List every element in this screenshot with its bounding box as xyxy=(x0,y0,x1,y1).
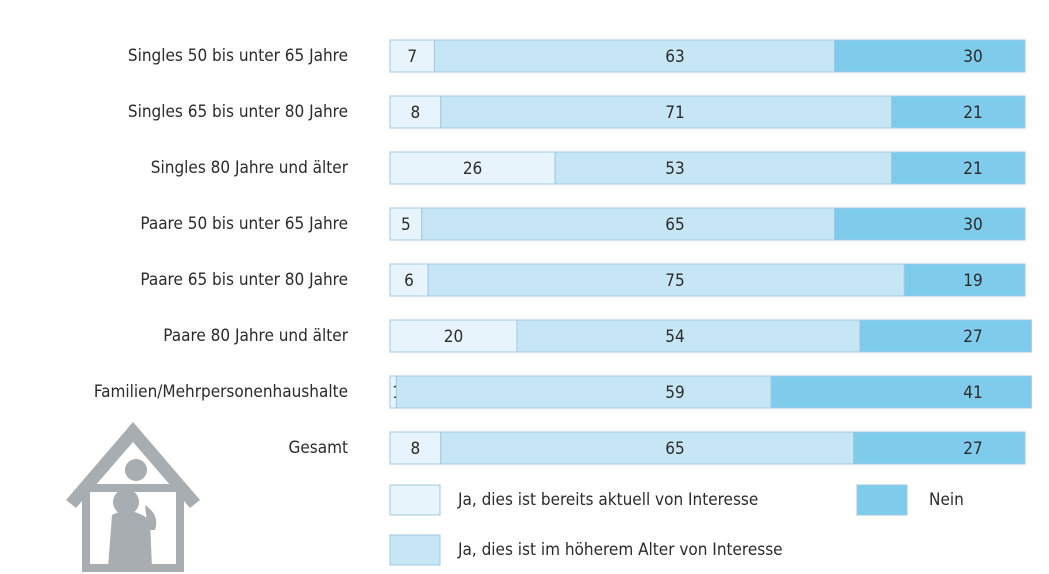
data-label: 21 xyxy=(963,103,982,123)
data-label: 30 xyxy=(963,215,982,235)
category-label: Singles 65 bis unter 80 Jahre xyxy=(128,102,348,122)
data-label: 7 xyxy=(407,47,417,67)
bar-segment xyxy=(421,207,835,241)
data-label: 65 xyxy=(665,215,684,235)
data-label: 54 xyxy=(665,327,684,347)
bar-segment xyxy=(389,39,435,73)
bar-segment xyxy=(554,151,893,185)
bar-segment xyxy=(433,39,835,73)
data-label: 71 xyxy=(665,103,684,123)
data-label: 21 xyxy=(963,159,982,179)
bar-segment xyxy=(891,95,1026,129)
data-label: 41 xyxy=(963,383,982,403)
bar-segment xyxy=(834,39,1026,73)
data-label: 53 xyxy=(665,159,684,179)
legend-swatch xyxy=(389,534,441,566)
bar-segment xyxy=(395,375,772,409)
data-label: 27 xyxy=(963,327,982,347)
legend-label: Ja, dies ist bereits aktuell von Interes… xyxy=(457,490,758,510)
legend-label: Nein xyxy=(929,490,964,510)
bar-segment xyxy=(859,319,1032,353)
category-label: Singles 50 bis unter 65 Jahre xyxy=(128,46,348,66)
data-label: 8 xyxy=(411,103,421,123)
bar-segment xyxy=(389,207,423,241)
bar-segment xyxy=(389,319,518,353)
bar-segment xyxy=(834,207,1026,241)
legend-swatch xyxy=(856,484,908,516)
data-label: 20 xyxy=(444,327,463,347)
bar-segment xyxy=(389,263,429,297)
data-label: 26 xyxy=(463,159,482,179)
bar-segment xyxy=(516,319,861,353)
legend-label: Ja, dies ist im höherem Alter von Intere… xyxy=(457,540,783,560)
house-icon xyxy=(66,422,200,572)
data-label: 8 xyxy=(411,439,421,459)
bar-segment xyxy=(770,375,1032,409)
category-label: Paare 50 bis unter 65 Jahre xyxy=(140,214,348,234)
category-label: Familien/Mehrpersonenhaushalte xyxy=(94,382,348,402)
bar-segment xyxy=(440,431,855,465)
bar-segment xyxy=(891,151,1026,185)
data-label: 59 xyxy=(665,383,684,403)
data-label: 19 xyxy=(963,271,982,291)
data-label: 30 xyxy=(963,47,982,67)
category-label: Singles 80 Jahre und älter xyxy=(151,158,349,178)
legend-swatch xyxy=(389,484,441,516)
category-label: Paare 80 Jahre und älter xyxy=(163,326,348,346)
category-label: Gesamt xyxy=(289,438,349,458)
data-label: 75 xyxy=(665,271,684,291)
data-label: 6 xyxy=(404,271,414,291)
bar-segment xyxy=(389,95,442,129)
bar-segment xyxy=(853,431,1026,465)
data-label: 27 xyxy=(963,439,982,459)
data-label: 5 xyxy=(401,215,411,235)
data-label: 65 xyxy=(665,439,684,459)
bar-segment xyxy=(440,95,893,129)
category-label: Paare 65 bis unter 80 Jahre xyxy=(140,270,348,290)
bar-segment xyxy=(903,263,1026,297)
bar-segment xyxy=(389,151,556,185)
data-label: 63 xyxy=(665,47,684,67)
